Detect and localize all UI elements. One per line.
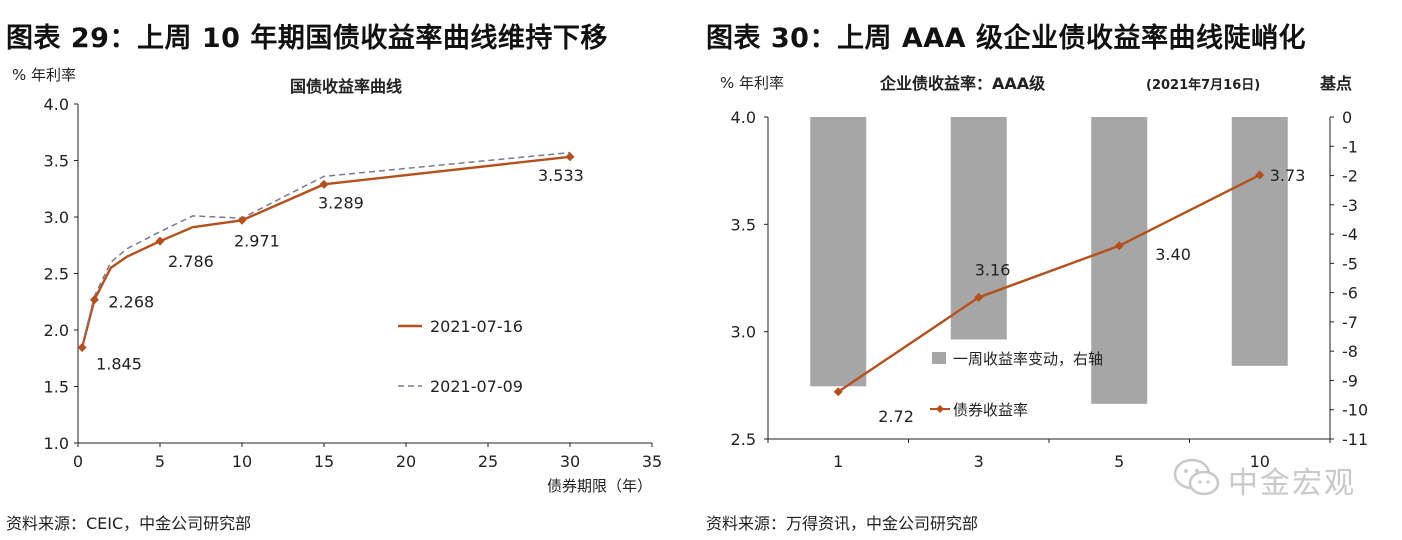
- x-tick-label: 3: [974, 452, 984, 471]
- y2-tick-label: -1: [1342, 137, 1358, 156]
- y2-tick-label: -11: [1342, 430, 1368, 449]
- chart-panel-yield-curve: 图表 29：上周 10 年期国债收益率曲线维持下移 1.0 1.5 2.0 2.5 3.…: [0, 0, 690, 540]
- chart-title: 企业债收益率：AAA级: [879, 74, 1046, 93]
- y2-tick-label: -9: [1342, 371, 1358, 390]
- x-tick-label: 30: [560, 452, 580, 471]
- y-tick-label: 4.0: [731, 108, 756, 127]
- y-tick-label: 2.0: [44, 321, 69, 340]
- y2-tick-label: -8: [1342, 342, 1358, 361]
- data-point: [833, 387, 843, 397]
- figure-source: 资料来源：CEIC，中金公司研究部: [6, 514, 252, 533]
- chart-panel-aaa-bond: 图表 30：上周 AAA 级企业债收益率曲线陡峭化 2.5 3.0 3.5 4.0 0 -…: [700, 0, 1402, 540]
- bar: [1231, 117, 1288, 366]
- yield-curve-chart: 1.0 1.5 2.0 2.5 3.0 3.5 4.0 0 5 10 15 20 25 30 35 % 年利率…: [12, 66, 662, 495]
- x-tick-label: 20: [396, 452, 416, 471]
- chart-title: 国债收益率曲线: [290, 77, 402, 96]
- y-axis-label: % 年利率: [12, 66, 76, 84]
- wechat-icon: [1173, 458, 1220, 496]
- y2-tick-label: -4: [1342, 225, 1358, 244]
- x-tick-label: 5: [1114, 452, 1124, 471]
- y2-tick-label: -5: [1342, 254, 1358, 273]
- x-axis-label: 债券期限（年）: [547, 477, 652, 495]
- x-tick-label: 10: [232, 452, 252, 471]
- data-point: [1114, 241, 1124, 251]
- y-tick-label: 3.0: [731, 323, 756, 342]
- y-tick-label: 1.5: [44, 378, 69, 397]
- chart-subtitle: (2021年7月16日): [1146, 77, 1260, 93]
- x-tick-label: 10: [1250, 452, 1270, 471]
- bar: [810, 117, 867, 387]
- bar: [1091, 117, 1148, 404]
- legend-marker: [936, 405, 944, 413]
- y-tick-label: 3.5: [731, 215, 756, 234]
- data-label: 3.73: [1270, 166, 1306, 185]
- y-tick-label: 4.0: [44, 95, 69, 114]
- data-point: [155, 236, 165, 246]
- y2-tick-label: -7: [1342, 313, 1358, 332]
- legend-label: 债券收益率: [953, 401, 1028, 419]
- data-point: [237, 215, 247, 225]
- y-tick-label: 1.0: [44, 434, 69, 453]
- legend-swatch: [932, 352, 946, 364]
- y-tick-label: 2.5: [731, 430, 756, 449]
- y2-tick-label: -3: [1342, 196, 1358, 215]
- figure-source: 资料来源：万得资讯，中金公司研究部: [706, 514, 979, 533]
- data-label: 2.786: [168, 252, 214, 271]
- y2-tick-label: 0: [1342, 108, 1352, 127]
- x-tick-label: 5: [155, 452, 165, 471]
- watermark: 中金宏观: [1170, 452, 1390, 502]
- series-line-yield: [837, 173, 1261, 393]
- bar: [950, 117, 1007, 340]
- data-label: 1.845: [96, 355, 142, 374]
- data-point: [319, 179, 329, 189]
- x-tick-label: 15: [314, 452, 334, 471]
- y-axis-label: % 年利率: [720, 74, 784, 92]
- x-tick-label: 25: [478, 452, 498, 471]
- y-tick-label: 3.0: [44, 208, 69, 227]
- figure-title: 图表 30：上周 AAA 级企业债收益率曲线陡峭化: [706, 23, 1306, 54]
- y2-tick-label: -6: [1342, 284, 1358, 303]
- x-tick-label: 35: [642, 452, 662, 471]
- data-point: [974, 292, 984, 302]
- x-tick-label: 0: [73, 452, 83, 471]
- data-point: [89, 295, 99, 305]
- data-label: 3.40: [1155, 245, 1191, 264]
- y-tick-label: 2.5: [44, 265, 69, 284]
- data-point: [1255, 170, 1265, 180]
- data-label: 3.289: [318, 193, 364, 212]
- y-tick-label: 3.5: [44, 152, 69, 171]
- data-point: [77, 343, 87, 353]
- data-label: 2.971: [234, 231, 280, 250]
- legend-label: 2021-07-16: [430, 317, 523, 336]
- legend-label: 2021-07-09: [430, 377, 523, 396]
- figure-title: 图表 29：上周 10 年期国债收益率曲线维持下移: [6, 23, 608, 54]
- aaa-bond-chart: 2.5 3.0 3.5 4.0 0 -1 -2 -3 -4 -5 -6 -7 -8 -9 -10 -11 1 3 5…: [720, 74, 1368, 471]
- data-label: 2.72: [878, 407, 914, 426]
- data-point: [565, 152, 575, 162]
- legend-label: 一周收益率变动，右轴: [953, 350, 1103, 368]
- data-label: 2.268: [108, 293, 154, 312]
- y2-axis-label: 基点: [1319, 74, 1352, 93]
- y2-tick-label: -10: [1342, 401, 1368, 420]
- watermark-text: 中金宏观: [1228, 466, 1356, 501]
- data-label: 3.533: [538, 166, 584, 185]
- x-tick-label: 1: [833, 452, 843, 471]
- series-line-2021-07-09: [81, 151, 571, 347]
- data-label: 3.16: [975, 260, 1011, 279]
- y2-tick-label: -2: [1342, 167, 1358, 186]
